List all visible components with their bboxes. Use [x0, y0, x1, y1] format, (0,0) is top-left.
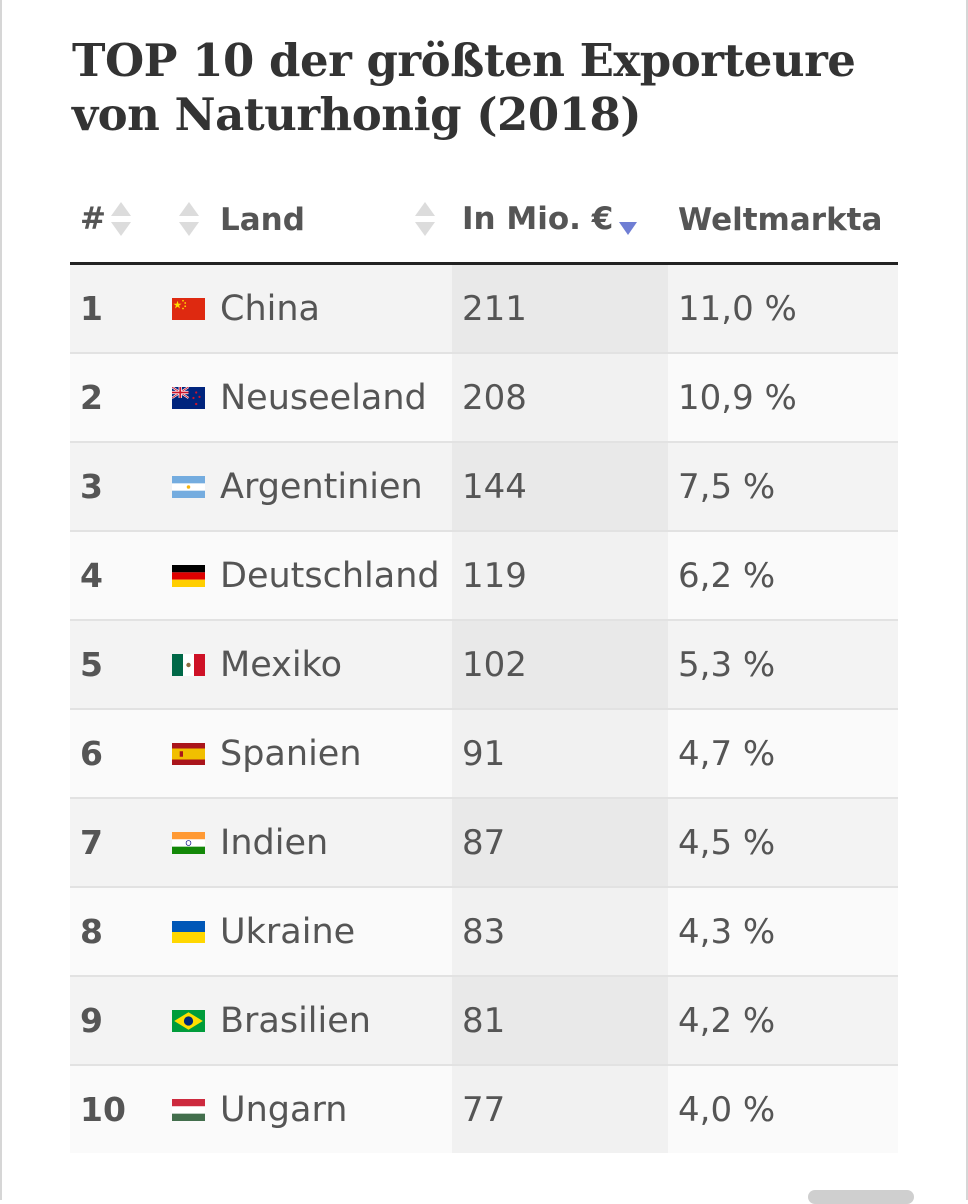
value-cell: 83	[452, 887, 668, 977]
flag-cell	[150, 976, 220, 1066]
land-cell: Ungarn	[220, 1065, 452, 1153]
flag-cell	[150, 620, 220, 710]
flag-cell	[150, 887, 220, 977]
rank-cell: 3	[70, 442, 150, 532]
rank-cell: 6	[70, 709, 150, 799]
rank-cell: 2	[70, 353, 150, 443]
land-cell: China	[220, 263, 452, 354]
share-cell: 4,5 %	[668, 798, 898, 888]
window-frame-right	[966, 0, 968, 1200]
value-cell: 102	[452, 620, 668, 710]
land-column-header[interactable]: Land	[220, 176, 452, 265]
land-cell: Mexiko	[220, 620, 452, 710]
land-cell: Neuseeland	[220, 353, 452, 443]
rank-cell: 7	[70, 798, 150, 888]
share-header-label: Weltmarkta	[678, 201, 883, 238]
share-cell: 4,3 %	[668, 887, 898, 977]
table-row: 1 China 211 11,0 %	[70, 263, 898, 354]
flag-cell	[150, 1065, 220, 1153]
share-cell: 4,7 %	[668, 709, 898, 799]
value-cell: 81	[452, 976, 668, 1066]
sort-descending-icon[interactable]	[617, 200, 639, 238]
value-cell: 144	[452, 442, 668, 532]
rank-header-label: #	[80, 201, 106, 238]
exporters-table-container[interactable]: # Land In Mio. € Weltmarkta 1	[70, 176, 898, 1153]
flag-cell	[150, 531, 220, 621]
spain-flag-icon	[172, 742, 205, 765]
flag-cell	[150, 798, 220, 888]
table-row: 2 Neuseeland 208 10,9 %	[70, 353, 898, 443]
value-cell: 208	[452, 353, 668, 443]
table-header-row: # Land In Mio. € Weltmarkta	[70, 176, 898, 265]
land-cell: Argentinien	[220, 442, 452, 532]
page-title: TOP 10 der größten Exporteure von Naturh…	[72, 34, 856, 141]
land-cell: Spanien	[220, 709, 452, 799]
value-cell: 87	[452, 798, 668, 888]
table-row: 10 Ungarn 77 4,0 %	[70, 1065, 898, 1153]
rank-cell: 10	[70, 1065, 150, 1153]
table-row: 3 Argentinien 144 7,5 %	[70, 442, 898, 532]
rank-cell: 5	[70, 620, 150, 710]
rank-cell: 1	[70, 263, 150, 354]
share-cell: 10,9 %	[668, 353, 898, 443]
sort-arrows-icon[interactable]	[178, 200, 200, 238]
flag-column-header[interactable]	[150, 176, 220, 265]
horizontal-scrollbar-thumb[interactable]	[808, 1190, 914, 1204]
mexico-flag-icon	[172, 653, 205, 676]
flag-cell	[150, 263, 220, 354]
sort-arrows-icon[interactable]	[414, 200, 436, 238]
value-cell: 211	[452, 263, 668, 354]
value-cell: 77	[452, 1065, 668, 1153]
share-cell: 6,2 %	[668, 531, 898, 621]
flag-cell	[150, 353, 220, 443]
rank-cell: 4	[70, 531, 150, 621]
rank-cell: 8	[70, 887, 150, 977]
land-cell: Brasilien	[220, 976, 452, 1066]
share-cell: 5,3 %	[668, 620, 898, 710]
brazil-flag-icon	[172, 1009, 205, 1032]
land-cell: Deutschland	[220, 531, 452, 621]
land-header-label: Land	[220, 201, 305, 238]
ukraine-flag-icon	[172, 920, 205, 943]
india-flag-icon	[172, 831, 205, 854]
china-flag-icon	[172, 297, 205, 320]
table-row: 5 Mexiko 102 5,3 %	[70, 620, 898, 710]
value-header-label: In Mio. €	[462, 201, 614, 238]
rank-column-header[interactable]: #	[70, 176, 150, 265]
germany-flag-icon	[172, 564, 205, 587]
new-zealand-flag-icon	[172, 386, 205, 409]
value-column-header[interactable]: In Mio. €	[452, 176, 668, 265]
value-cell: 91	[452, 709, 668, 799]
value-cell: 119	[452, 531, 668, 621]
window-frame-left	[0, 0, 2, 1200]
share-column-header[interactable]: Weltmarkta	[668, 176, 898, 265]
flag-cell	[150, 709, 220, 799]
share-cell: 7,5 %	[668, 442, 898, 532]
land-cell: Indien	[220, 798, 452, 888]
table-row: 4 Deutschland 119 6,2 %	[70, 531, 898, 621]
hungary-flag-icon	[172, 1098, 205, 1121]
share-cell: 11,0 %	[668, 263, 898, 354]
share-cell: 4,2 %	[668, 976, 898, 1066]
table-row: 6 Spanien 91 4,7 %	[70, 709, 898, 799]
table-row: 9 Brasilien 81 4,2 %	[70, 976, 898, 1066]
sort-arrows-icon[interactable]	[110, 200, 132, 238]
share-cell: 4,0 %	[668, 1065, 898, 1153]
land-cell: Ukraine	[220, 887, 452, 977]
argentina-flag-icon	[172, 475, 205, 498]
table-row: 7 Indien 87 4,5 %	[70, 798, 898, 888]
exporters-table: # Land In Mio. € Weltmarkta 1	[70, 176, 898, 1153]
rank-cell: 9	[70, 976, 150, 1066]
flag-cell	[150, 442, 220, 532]
table-row: 8 Ukraine 83 4,3 %	[70, 887, 898, 977]
